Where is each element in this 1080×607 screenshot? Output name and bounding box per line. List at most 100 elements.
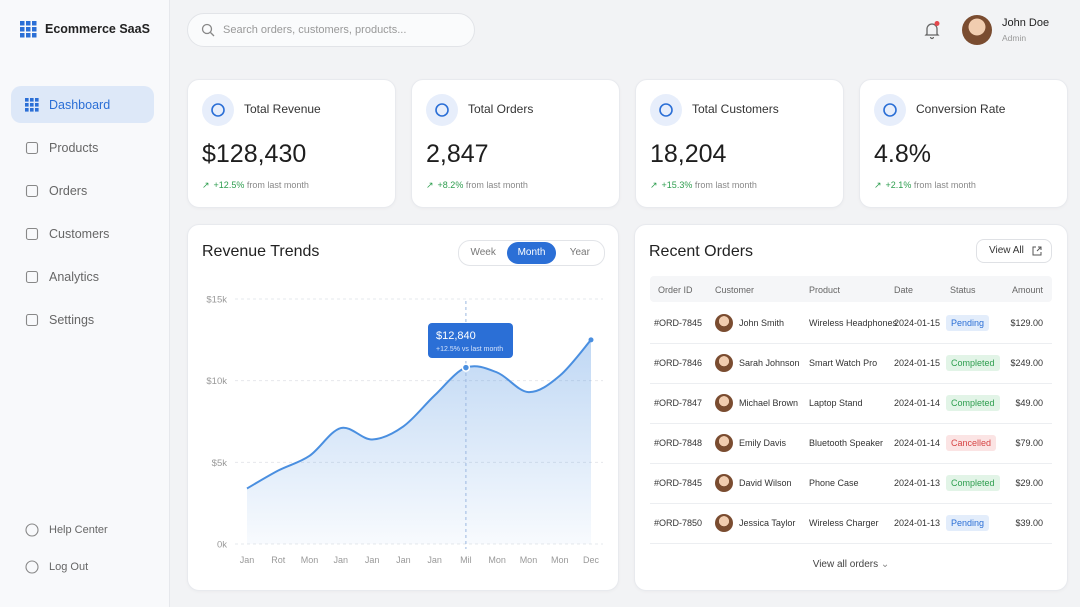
table-cell: #ORD-7848: [654, 438, 703, 448]
icon-part: [659, 103, 673, 117]
y-tick-label: $10k: [206, 376, 227, 387]
x-tick-label: Mil: [460, 555, 472, 565]
nav-item[interactable]: Products: [11, 129, 154, 166]
end-point: [588, 337, 594, 343]
period-tab[interactable]: Week: [470, 247, 496, 258]
column-header: Amount: [1011, 285, 1043, 295]
status-badge: Completed: [946, 355, 1000, 371]
table-cell: $129.00: [1010, 318, 1043, 328]
stat-card: Total Orders 2,847 ↗ +8.2% from last month: [411, 79, 620, 208]
customer-name: Sarah Johnson: [739, 358, 800, 368]
stat-value: 2,847: [426, 140, 489, 168]
period-tab[interactable]: Month: [507, 242, 556, 264]
customer-avatar: [715, 394, 733, 412]
customer-name: David Wilson: [739, 478, 792, 488]
customer-avatar: [715, 514, 733, 532]
icon-part: [25, 227, 39, 240]
brand-logo: [20, 21, 37, 38]
period-tab[interactable]: Year: [569, 247, 590, 258]
user-role: Admin: [1002, 33, 1027, 43]
sidebar: Ecommerce SaaS Dashboard Products Orders Cu…: [0, 0, 170, 607]
nav-item[interactable]: Customers: [11, 215, 154, 252]
stat-note: from last month: [465, 180, 528, 190]
search-placeholder: Search orders, customers, products...: [223, 24, 407, 36]
column-header: Status: [950, 285, 976, 295]
search-box[interactable]: Search orders, customers, products...: [187, 13, 475, 47]
user-avatar[interactable]: [962, 15, 992, 45]
nav-item[interactable]: Analytics: [11, 258, 154, 295]
table-cell: 2024-01-15: [894, 318, 941, 328]
nav-label: Analytics: [49, 269, 100, 284]
stat-value: 4.8%: [874, 140, 931, 168]
orders-title: Recent Orders: [649, 243, 754, 260]
row-divider: [650, 543, 1052, 544]
status-badge: Completed: [946, 395, 1000, 411]
customer-name: John Smith: [739, 318, 785, 328]
table-cell: 2024-01-13: [894, 518, 941, 528]
x-tick-label: Jan: [396, 555, 411, 565]
icon-part: [30, 107, 34, 112]
view-all-button[interactable]: View All: [976, 239, 1052, 263]
orders-card: Recent Orders View All Order ID Customer P…: [634, 224, 1068, 591]
notification-bell[interactable]: [922, 20, 942, 40]
row-divider: [650, 343, 1052, 344]
stat-icon-glyph: [435, 103, 449, 117]
stat-label: Total Orders: [468, 102, 534, 116]
x-tick-label: Rot: [271, 555, 286, 565]
row-divider: [650, 383, 1052, 384]
footer-label: Log Out: [49, 561, 89, 573]
icon-part: [25, 107, 29, 112]
stat-value: $128,430: [202, 140, 307, 168]
icon-part: [25, 141, 39, 154]
column-header: Product: [809, 285, 841, 295]
stat-change-row: ↗ +8.2% from last month: [426, 180, 528, 191]
icon-part: [25, 102, 29, 107]
icon-part: [35, 102, 39, 107]
status-badge: Cancelled: [946, 435, 997, 451]
period-tabs: Week Month Year: [458, 240, 605, 266]
user-name: John Doe: [1002, 17, 1050, 29]
x-tick-label: Dec: [583, 555, 600, 565]
nav-label: Orders: [49, 183, 88, 198]
table-cell: $79.00: [1015, 438, 1043, 448]
brand-name: Ecommerce SaaS: [45, 22, 150, 36]
icon-part: [435, 103, 449, 117]
external-icon: [1032, 246, 1042, 256]
row-divider: [650, 423, 1052, 424]
nav-item[interactable]: Orders: [11, 172, 154, 209]
icon-part: [883, 103, 897, 117]
table-cell: 2024-01-14: [894, 438, 941, 448]
sidebar-footer-item[interactable]: Help Center: [11, 520, 154, 540]
stat-change-row: ↗ +12.5% from last month: [202, 180, 309, 191]
icon-part: [30, 97, 34, 102]
icon-part: [25, 270, 39, 283]
arrow: ↗: [874, 180, 882, 190]
nav-item[interactable]: Dashboard: [11, 86, 154, 123]
x-tick-label: Jan: [365, 555, 380, 565]
line: [246, 339, 592, 490]
x-tick-label: Mon: [520, 555, 538, 565]
stat-note: from last month: [694, 180, 757, 190]
tooltip: [428, 323, 513, 358]
table-cell: 2024-01-15: [894, 358, 941, 368]
table-cell: $249.00: [1010, 358, 1043, 368]
nav-label: Products: [49, 140, 99, 155]
stat-card: Total Revenue $128,430 ↗ +12.5% from last m…: [187, 79, 396, 208]
arrow: ↗: [202, 180, 210, 190]
stat-value: 18,204: [650, 140, 727, 168]
stat-note: from last month: [913, 180, 976, 190]
chart-title: Revenue Trends: [202, 243, 320, 260]
x-tick-label: Jan: [427, 555, 442, 565]
icon-part: [25, 560, 39, 574]
icon-part: [25, 523, 39, 537]
nav-item[interactable]: Settings: [11, 301, 154, 338]
chart: 0k $5k $10k $15k Jan Rot Mon Jan Jan Jan Jan Mil Mon…: [206, 295, 603, 565]
view-all-orders[interactable]: View all orders ⌄: [812, 559, 890, 570]
icon-part: [25, 97, 29, 102]
sidebar-footer-item[interactable]: Log Out: [11, 557, 154, 577]
icon-part: [25, 313, 39, 326]
table-cell: #ORD-7847: [654, 398, 703, 408]
customer-avatar: [715, 354, 733, 372]
stat-label: Total Revenue: [244, 102, 321, 116]
